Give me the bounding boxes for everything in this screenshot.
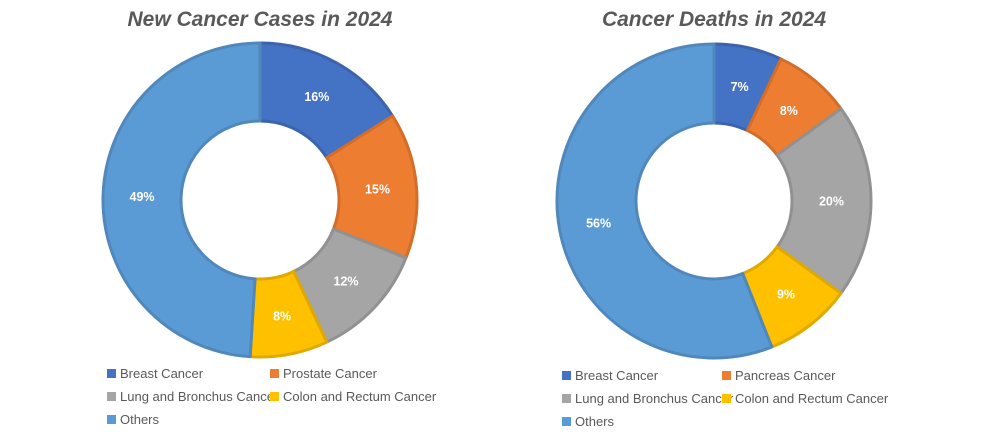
legend-item: Others [562, 414, 614, 429]
data-label: 9% [777, 287, 795, 301]
legend-item: Lung and Bronchus Cancer [107, 389, 278, 404]
legend-item: Others [107, 412, 159, 427]
legend-swatch [562, 371, 571, 380]
legend-swatch [562, 417, 571, 426]
legend-swatch [722, 394, 731, 403]
data-label: 49% [130, 190, 155, 204]
legend-swatch [107, 415, 116, 424]
legend-item: Pancreas Cancer [722, 368, 835, 383]
legend-label: Breast Cancer [575, 368, 659, 383]
data-label: 12% [334, 274, 359, 288]
legend-label: Colon and Rectum Cancer [735, 391, 889, 406]
legend-item: Prostate Cancer [270, 366, 377, 381]
chart-title: Cancer Deaths in 2024 [601, 8, 827, 31]
slice-others [555, 42, 774, 360]
legend-swatch [270, 369, 279, 378]
legend-label: Lung and Bronchus Cancer [575, 391, 734, 406]
data-label: 8% [273, 309, 291, 323]
slice-breast-cancer [258, 41, 395, 160]
legend-label: Lung and Bronchus Cancer [120, 389, 279, 404]
legend-item: Colon and Rectum Cancer [722, 391, 888, 406]
data-label: 7% [731, 80, 749, 94]
data-label: 56% [586, 217, 611, 231]
legend-item: Lung and Bronchus Cancer [562, 391, 733, 406]
donut-chart: 7% 8% 20% 9% 56% [555, 42, 873, 360]
legend-item: Colon and Rectum Cancer [270, 389, 436, 404]
data-label: 8% [780, 104, 798, 118]
slice-lung-and-bronchus-cancer [775, 107, 873, 295]
legend-label: Pancreas Cancer [735, 368, 836, 383]
legend-swatch [562, 394, 571, 403]
data-label: 16% [304, 90, 329, 104]
legend-swatch [270, 392, 279, 401]
slice-others [101, 41, 262, 359]
data-label: 15% [365, 182, 390, 196]
legend-item: Breast Cancer [562, 368, 658, 383]
legend-item: Breast Cancer [107, 366, 203, 381]
donut-chart: 16% 15% 12% 8% 49% [101, 41, 419, 359]
legend-label: Colon and Rectum Cancer [283, 389, 437, 404]
legend-label: Prostate Cancer [283, 366, 377, 381]
legend-label: Breast Cancer [120, 366, 204, 381]
data-label: 20% [819, 195, 844, 209]
chart-title: New Cancer Cases in 2024 [127, 8, 393, 31]
cancer-deaths-chart: Cancer Deaths in 2024 7% 8% 20% 9% 56% Breas… [484, 0, 944, 439]
legend-label: Others [575, 414, 615, 429]
legend-swatch [107, 392, 116, 401]
legend-swatch [107, 369, 116, 378]
new-cases-chart: New Cancer Cases in 2024 16% 15% 12% 8% 49% … [30, 0, 490, 439]
legend-label: Others [120, 412, 160, 427]
legend-swatch [722, 371, 731, 380]
